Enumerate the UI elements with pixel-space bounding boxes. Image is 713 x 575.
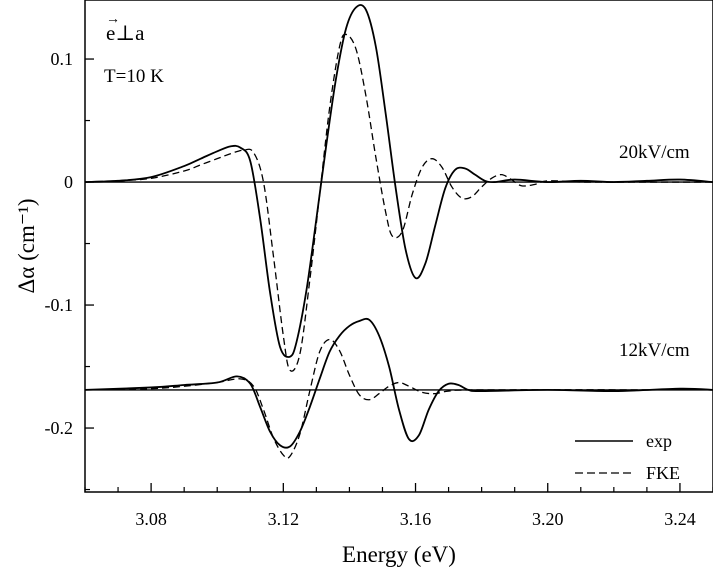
legend-label-exp: exp (646, 431, 672, 451)
y-tick-label: 0 (64, 172, 73, 192)
axis-ticks: 3.08 3.12 3.16 3.20 3.24 0.1 0 -0.1 -0.2 (45, 49, 713, 529)
series-20kv-exp (84, 4, 713, 358)
temperature-annotation: T=10 K (104, 66, 164, 87)
polarization-annotation: e⊥a (106, 21, 145, 45)
x-tick-label: 3.16 (400, 509, 432, 529)
vector-arrow-icon: → (106, 12, 120, 27)
y-tick-label: 0.1 (51, 49, 74, 69)
y-tick-label: -0.1 (45, 295, 74, 315)
series-20kv-fke (84, 33, 713, 372)
field-label-12kv: 12kV/cm (619, 340, 690, 361)
y-tick-label: -0.2 (45, 418, 74, 438)
x-tick-label: 3.12 (268, 509, 300, 529)
series-12kv-exp (84, 317, 713, 449)
legend: exp FKE (575, 431, 680, 483)
x-tick-label: 3.08 (135, 509, 167, 529)
plot-frame (84, 0, 713, 493)
series-layer (84, 4, 713, 459)
legend-label-fke: FKE (646, 463, 680, 483)
x-axis-label: Energy (eV) (342, 542, 456, 567)
field-label-20kv: 20kV/cm (619, 142, 690, 163)
y-axis-label: Δα (cm⁻¹) (14, 198, 39, 293)
x-tick-label: 3.24 (664, 509, 696, 529)
x-tick-label: 3.20 (532, 509, 564, 529)
series-12kv-fke (84, 338, 713, 459)
